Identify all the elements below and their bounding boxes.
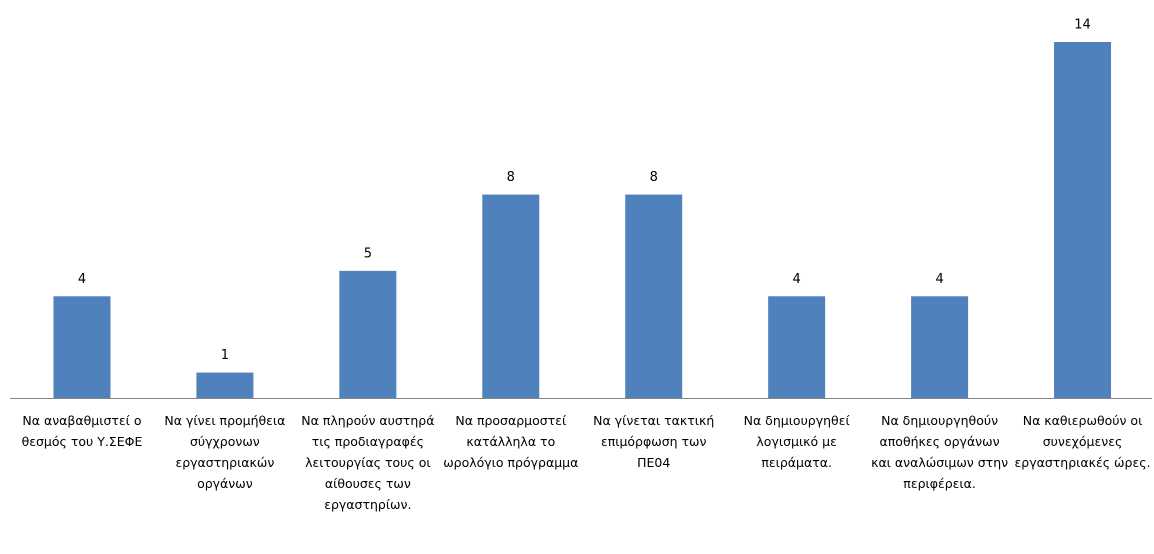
bar: [339, 270, 397, 398]
x-tick-label: Να γίνει προμήθεια σύγχρονων εργαστηριακ…: [164, 413, 286, 491]
bar: [53, 296, 111, 398]
value-label: 14: [1074, 18, 1091, 33]
x-tick-label: Να αναβαθμιστεί ο θεσμός του Υ.ΣΕΦΕ: [21, 413, 143, 449]
bar: [482, 194, 540, 398]
x-tick-label: Να δημιουργηθεί λογισμικό με πειράματα.: [743, 413, 850, 470]
value-label: 8: [507, 170, 515, 185]
value-label: 5: [364, 246, 372, 261]
x-tick-label: Να γίνεται τακτική επιμόρφωση των ΠΕ04: [593, 413, 715, 470]
x-tick-label: Να προσαρμοστεί κατάλληλα το ωρολόγιο πρ…: [443, 413, 579, 470]
bar: [911, 296, 969, 398]
value-label: 4: [78, 272, 86, 287]
value-label: 1: [221, 348, 229, 363]
value-label: 4: [793, 272, 801, 287]
bar: [1054, 42, 1112, 398]
value-label: 8: [650, 170, 658, 185]
bar: [768, 296, 826, 398]
x-tick-label: Να καθιερωθούν οι συνεχόμενες εργαστηρια…: [1014, 413, 1151, 470]
value-label: 4: [935, 272, 943, 287]
bar: [625, 194, 683, 398]
x-tick-label: Να δημιουργηθούν αποθήκες οργάνων και αν…: [871, 413, 1009, 491]
x-tick-label: Να πληρούν αυστηρά τις προδιαγραφές λειτ…: [301, 413, 435, 512]
bar: [196, 372, 254, 398]
